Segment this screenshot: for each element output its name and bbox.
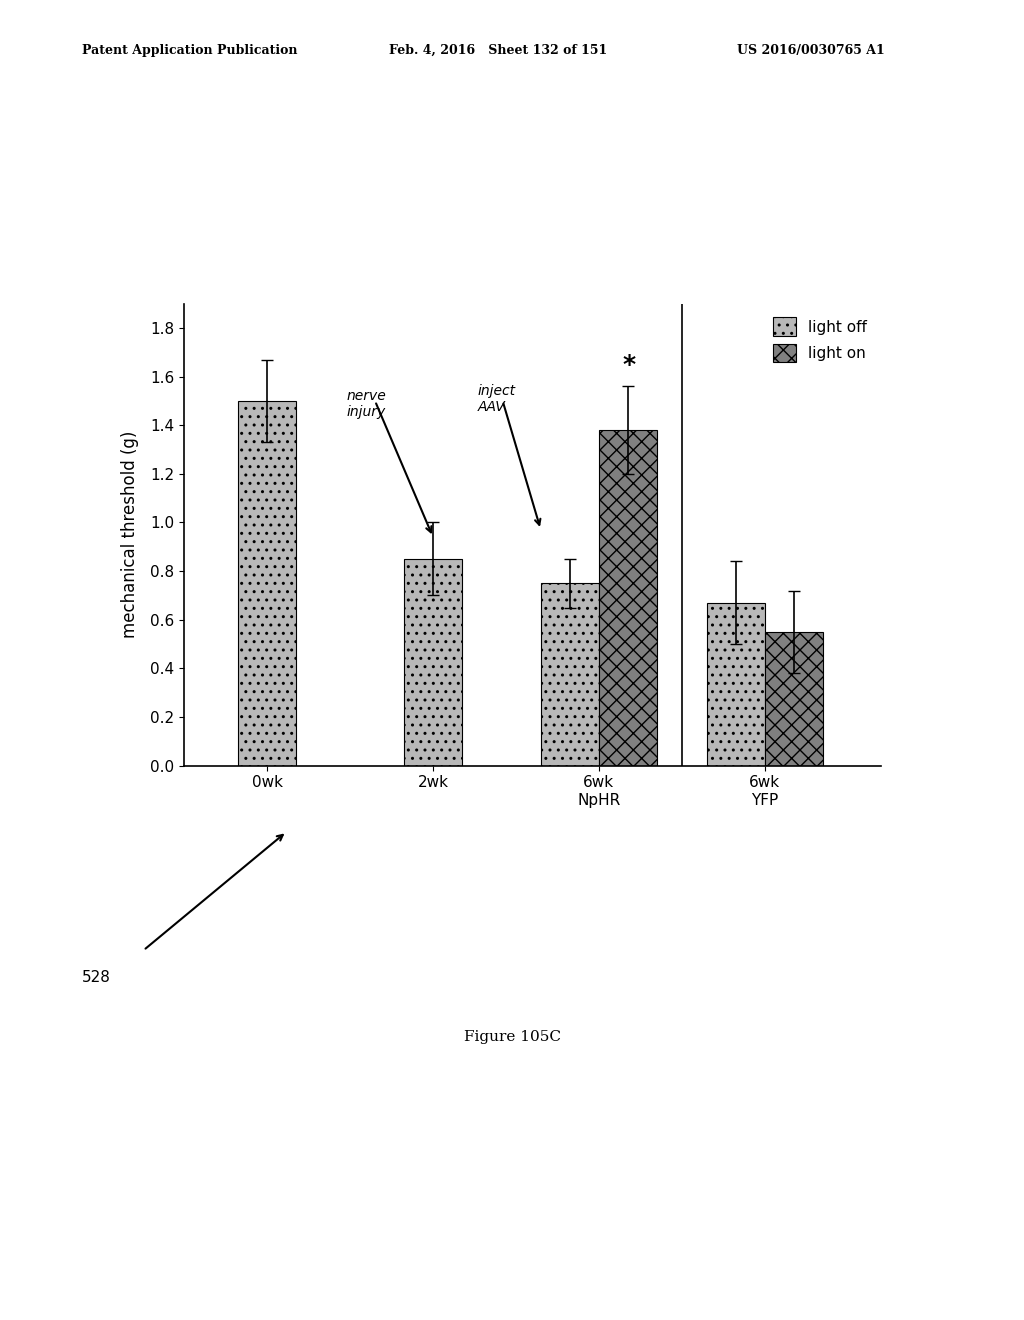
Bar — [707, 603, 765, 766]
Text: inject
AAV: inject AAV — [478, 384, 516, 414]
Legend: light off, light on: light off, light on — [767, 312, 873, 368]
Bar — [541, 583, 599, 766]
Text: Patent Application Publication: Patent Application Publication — [82, 44, 297, 57]
Bar — [599, 430, 656, 766]
Y-axis label: mechanical threshold (g): mechanical threshold (g) — [121, 430, 139, 639]
Text: *: * — [622, 352, 635, 376]
Bar — [765, 632, 822, 766]
Text: Feb. 4, 2016   Sheet 132 of 151: Feb. 4, 2016 Sheet 132 of 151 — [389, 44, 607, 57]
Text: Figure 105C: Figure 105C — [464, 1030, 560, 1044]
Bar — [404, 558, 462, 766]
Text: nerve
injury: nerve injury — [347, 388, 386, 418]
Text: US 2016/0030765 A1: US 2016/0030765 A1 — [737, 44, 885, 57]
Text: 528: 528 — [82, 970, 111, 985]
Bar — [239, 401, 296, 766]
